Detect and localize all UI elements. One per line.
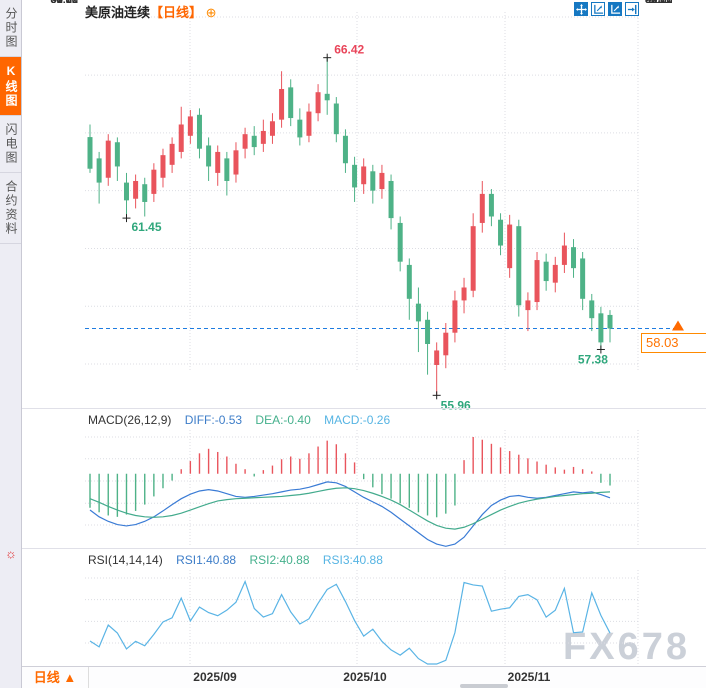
chart-scrollbar-thumb[interactable] <box>460 684 508 688</box>
macd-diff-readout: DIFF:-0.53 <box>184 413 243 427</box>
sidebar: 分时图 K线图 闪电图 合约资料 <box>0 0 22 688</box>
axis-tick-label: 0.81 <box>645 0 667 6</box>
axis-tick-label: 65.88 <box>50 0 78 6</box>
axis-tick-label: 64.09 <box>645 0 673 6</box>
macd-params: MACD(26,12,9) <box>88 413 172 427</box>
axis-tick-label: 0.33 <box>56 0 78 6</box>
indicator-settings-icon[interactable]: ☼ <box>5 546 17 561</box>
axis-tick-label: 0.81 <box>56 0 78 6</box>
chart-title: 美原油连续【日线】 ⊕ <box>85 2 217 21</box>
period-tag: 【日线】 <box>150 5 203 20</box>
symbol-name: 美原油连续 <box>85 5 151 20</box>
svg-text:57.38: 57.38 <box>578 352 608 366</box>
rsi-params: RSI(14,14,14) <box>88 553 163 567</box>
period-up-arrow-icon: ▲ <box>63 670 77 685</box>
exit-chart-icon[interactable] <box>625 2 639 16</box>
axis-tick-label: 50.55 <box>50 0 78 6</box>
axis-tick-label: 67.68 <box>50 0 78 6</box>
axis-tick-label: 56.93 <box>645 0 673 6</box>
axis-tick-label: -0.65 <box>52 0 78 6</box>
axis-tick-label: -1.13 <box>645 0 671 6</box>
rsi3-readout: RSI3:40.88 <box>322 553 383 567</box>
axis-zoom-in-icon[interactable] <box>608 2 622 16</box>
rsi1-readout: RSI1:40.88 <box>176 553 237 567</box>
axis-tick-label: 50.55 <box>645 0 673 6</box>
svg-text:55.96: 55.96 <box>441 398 471 412</box>
axis-tick-label: 56.81 <box>645 0 673 6</box>
axis-tick-label: 62.30 <box>645 0 673 6</box>
svg-text:61.45: 61.45 <box>131 220 161 234</box>
axis-tick-label: 64.09 <box>50 0 78 6</box>
x-axis-label: 2025/10 <box>343 670 387 684</box>
svg-text:66.42: 66.42 <box>334 43 364 57</box>
axis-tick-label: 38.01 <box>645 0 673 6</box>
chart-toolbar <box>574 2 639 16</box>
axis-tick-label: 60.51 <box>50 0 78 6</box>
expand-icon[interactable]: ⊕ <box>205 5 217 20</box>
sidebar-tab-timeshare[interactable]: 分时图 <box>0 0 21 57</box>
current-price-box: 58.03 <box>641 332 706 353</box>
axis-tick-label: 0.33 <box>645 0 667 6</box>
axis-tick-label: 67.68 <box>645 0 673 6</box>
panel-separator <box>22 548 706 549</box>
macd-header: MACD(26,12,9) DIFF:-0.53 DEA:-0.40 MACD:… <box>88 413 400 427</box>
macd-dea-readout: DEA:-0.40 <box>255 413 311 427</box>
macd-macd-readout: MACD:-0.26 <box>324 413 391 427</box>
axis-tick-label: -0.65 <box>645 0 671 6</box>
axis-tick-label: 38.01 <box>50 0 78 6</box>
axis-tick-label: 60.51 <box>645 0 673 6</box>
sidebar-tab-contract-info[interactable]: 合约资料 <box>0 173 21 244</box>
axis-tick-label: -0.16 <box>645 0 671 6</box>
axis-tick-label: -1.13 <box>52 0 78 6</box>
axis-zoom-out-icon[interactable] <box>591 2 605 16</box>
pan-icon[interactable] <box>574 2 588 16</box>
axis-tick-label: 56.81 <box>50 0 78 6</box>
axis-tick-label: 58.72 <box>645 0 673 6</box>
rsi-header: RSI(14,14,14) RSI1:40.88 RSI2:40.88 RSI3… <box>88 553 393 567</box>
axis-tick-label: 65.88 <box>645 0 673 6</box>
period-selector[interactable]: 日线 ▲ <box>22 667 89 688</box>
bottom-bar: 日线 ▲ 2025/09 2025/10 2025/11 <box>22 666 706 688</box>
axis-tick-label: 44.28 <box>645 0 673 6</box>
x-axis-label: 2025/11 <box>507 670 551 684</box>
axis-tick-label: 44.28 <box>50 0 78 6</box>
axis-tick-label: 58.72 <box>50 0 78 6</box>
sidebar-tab-kline[interactable]: K线图 <box>0 57 21 116</box>
axis-tick-label: 56.93 <box>50 0 78 6</box>
panel-separator <box>22 408 706 409</box>
axis-tick-label: -0.16 <box>52 0 78 6</box>
rsi2-readout: RSI2:40.88 <box>249 553 310 567</box>
sidebar-tab-lightning[interactable]: 闪电图 <box>0 116 21 173</box>
axis-tick-label: 62.30 <box>50 0 78 6</box>
period-label: 日线 <box>33 670 60 685</box>
x-axis-label: 2025/09 <box>193 670 237 684</box>
